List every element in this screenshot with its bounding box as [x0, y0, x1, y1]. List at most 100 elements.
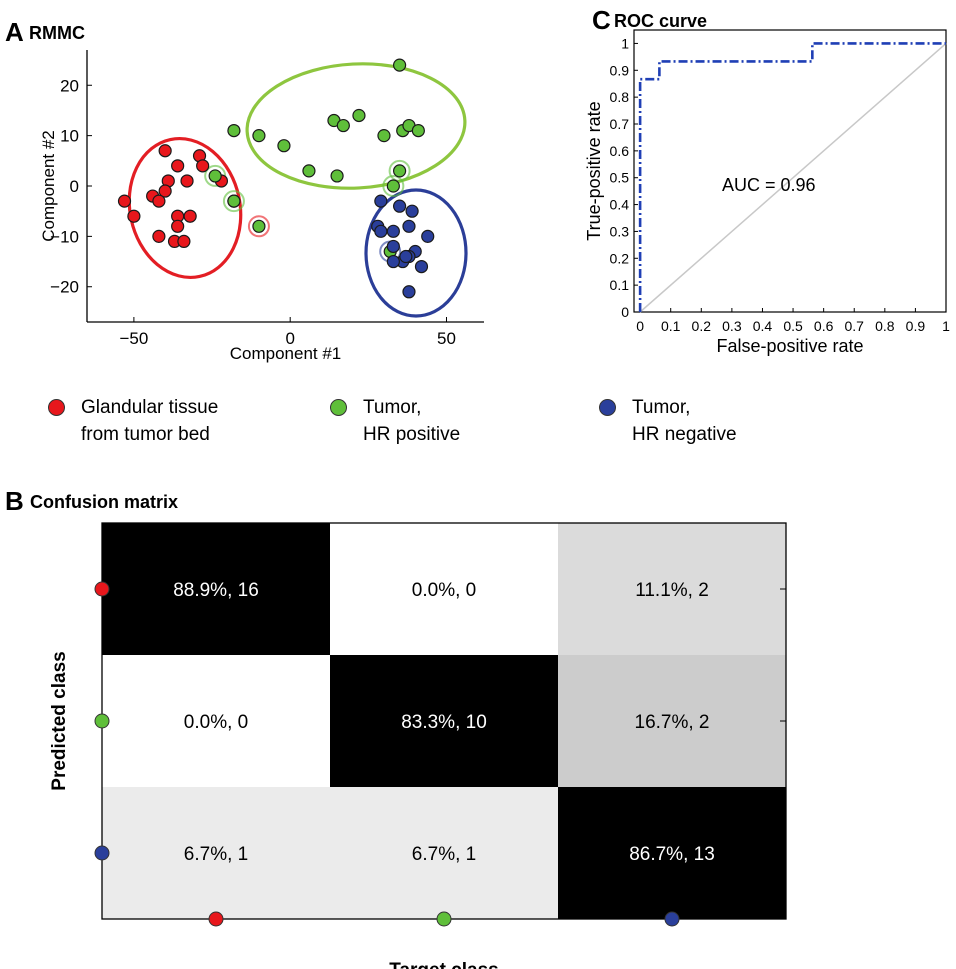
cell-label: 16.7%, 2 — [635, 712, 710, 733]
y-tick-label: −20 — [50, 278, 79, 297]
y-tick-label: 0 — [70, 177, 79, 196]
cell-label: 6.7%, 1 — [412, 844, 476, 865]
cell-label: 0.0%, 0 — [184, 712, 248, 733]
y-tick-label: 1 — [621, 35, 629, 51]
red-point — [152, 229, 166, 243]
red-point — [152, 194, 166, 208]
blue-point — [386, 224, 400, 238]
y-tick-label: 0.9 — [610, 62, 630, 78]
blue-point — [405, 204, 419, 218]
x-axis-label: Target class — [389, 960, 498, 969]
misclassified-ring — [222, 190, 245, 213]
matrix-cell — [558, 655, 786, 787]
red-point — [117, 194, 132, 208]
blue-point — [374, 224, 388, 238]
cell-label: 0.0%, 0 — [412, 580, 476, 601]
blue-point — [414, 259, 429, 274]
y-axis-label: Predicted class — [49, 651, 70, 790]
x-tick-label: −50 — [119, 329, 148, 348]
y-axis-label: Component #2 — [39, 130, 58, 242]
blue-point — [421, 229, 435, 243]
green-point — [277, 139, 291, 153]
x-tick-label: 0.8 — [875, 318, 895, 334]
matrix-cell — [102, 655, 330, 787]
green-point — [392, 164, 407, 178]
green-point — [252, 219, 266, 233]
matrix-cell — [330, 523, 558, 655]
y-tick-label: 0.3 — [610, 223, 630, 239]
x-tick-label: 0.4 — [753, 318, 773, 334]
green-point — [330, 169, 344, 183]
y-tick-label: 0.6 — [610, 143, 630, 159]
red-point — [171, 159, 185, 173]
x-tick-label: 0.5 — [783, 318, 803, 334]
roc-plot: 00 0.1 0.1 0.2 0.2 0.3 0.3 0.4 0.4 0.5 0.5 0.6 0.6 0.… — [584, 29, 950, 356]
legend-label-blue: Tumor, HR negative — [632, 397, 737, 445]
panel-c-letter: C — [592, 5, 611, 35]
green-point — [352, 108, 366, 123]
x-tick-label: 0.7 — [845, 318, 865, 334]
blue-point — [392, 199, 407, 213]
x-tick-label: 0.1 — [661, 318, 681, 334]
matrix-cell — [330, 787, 558, 919]
x-tick-label: 0 — [285, 329, 294, 348]
cell-label: 6.7%, 1 — [184, 844, 248, 865]
green-point — [411, 123, 425, 138]
matrix-cell — [330, 655, 558, 787]
blue-point — [374, 194, 388, 208]
red-point — [180, 174, 194, 188]
cell-label: 86.7%, 13 — [629, 844, 715, 865]
y-tick-label: 0 — [621, 304, 629, 320]
x-tick-label: 50 — [437, 329, 456, 348]
y-tick-label: 0.2 — [610, 250, 630, 266]
confusion-matrix: 88.9%, 16 0.0%, 0 11.1%, 2 0.0%, 0 83.3%, 10… — [49, 522, 787, 969]
col-marker-green — [436, 911, 452, 927]
y-tick-label: 10 — [60, 127, 79, 146]
green-point — [302, 164, 316, 178]
blue-cluster-ellipse — [364, 188, 468, 318]
green-cluster-ellipse — [245, 62, 467, 190]
y-tick-label: −10 — [50, 227, 79, 246]
legend-marker-red — [48, 399, 65, 416]
cell-label: 11.1%, 2 — [635, 580, 709, 601]
chance-diagonal — [639, 42, 947, 313]
legend-label-red: Glandular tissue from tumor bed — [81, 397, 219, 445]
matrix-cell — [102, 523, 330, 655]
y-tick-label: 0.5 — [610, 170, 630, 186]
y-tick-label: 0.7 — [610, 116, 630, 132]
panel-b-title: Confusion matrix — [30, 492, 179, 512]
blue-point — [402, 285, 416, 299]
row-marker-red — [94, 581, 110, 597]
y-tick-label: 0.8 — [610, 89, 630, 105]
scatter-plot: −50 0 50 20 10 0 −10 −20 Component #1 Component #… — [39, 50, 484, 363]
x-tick-label: 0.9 — [906, 318, 926, 334]
green-point — [386, 179, 400, 193]
red-cluster-ellipse — [127, 136, 243, 280]
misclassified-ring — [388, 159, 411, 182]
matrix-cell — [558, 787, 786, 919]
row-marker-blue — [94, 845, 110, 861]
y-axis-label: True-positive rate — [584, 101, 604, 240]
cell-label: 83.3%, 10 — [401, 712, 487, 733]
green-point — [227, 123, 241, 138]
green-point — [392, 58, 407, 72]
x-tick-label: 1 — [942, 318, 950, 334]
auc-annotation: AUC = 0.96 — [722, 175, 816, 195]
blue-point — [386, 254, 400, 269]
matrix-cell — [558, 523, 786, 655]
blue-point — [386, 239, 400, 254]
col-marker-red — [208, 911, 224, 927]
panel-a-title: RMMC — [29, 23, 85, 43]
x-tick-label: 0.3 — [722, 318, 742, 334]
red-point — [127, 209, 141, 223]
x-tick-label: 0.2 — [692, 318, 712, 334]
red-point — [196, 159, 210, 173]
green-point — [336, 118, 350, 133]
blue-point — [399, 249, 413, 264]
legend-marker-green — [330, 399, 347, 416]
x-axis-label: Component #1 — [230, 344, 342, 363]
green-point — [377, 129, 391, 143]
blue-point — [402, 219, 416, 233]
row-marker-green — [94, 713, 110, 729]
roc-frame — [633, 29, 947, 313]
